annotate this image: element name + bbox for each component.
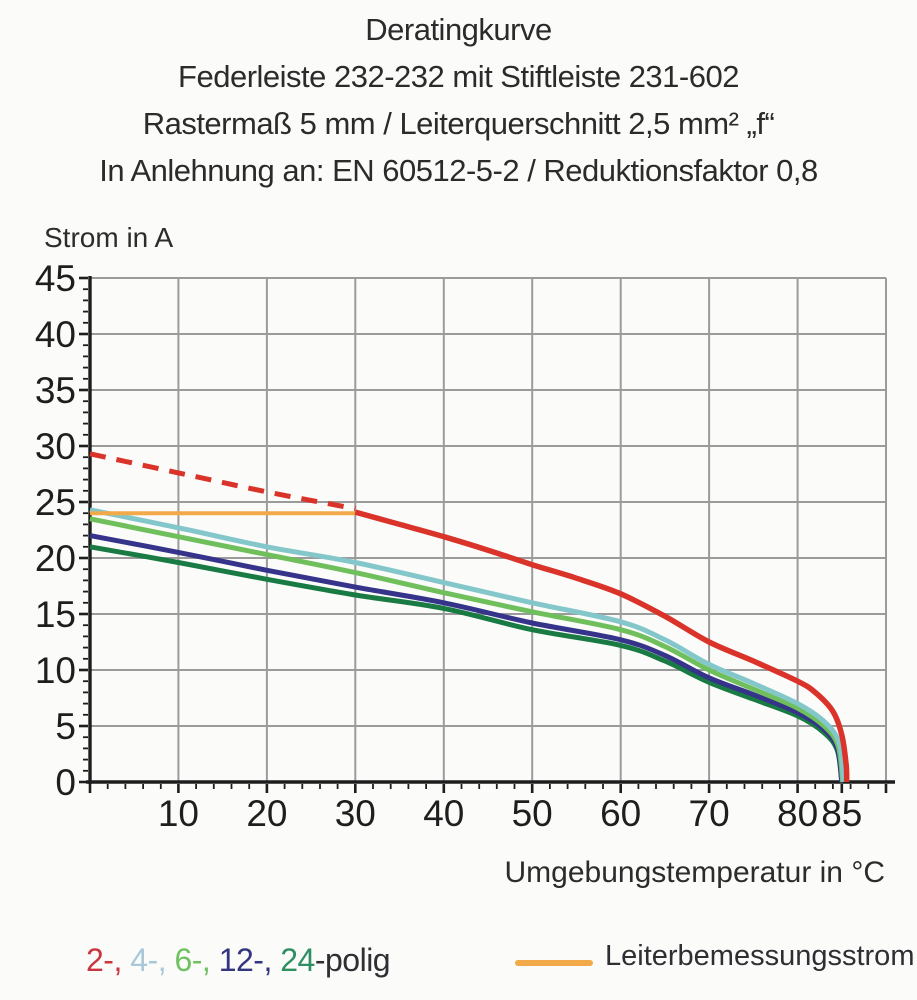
chart-title-block: Deratingkurve Federleiste 232-232 mit St…: [0, 6, 917, 194]
curve-6-polig: [89, 516, 846, 783]
curve-2-polig: [354, 509, 850, 783]
x-tick-label: 20: [246, 793, 287, 834]
y-tick-label: 5: [55, 706, 76, 747]
chart-subtitle-norm: In Anlehnung an: EN 60512-5-2 / Reduktio…: [99, 153, 818, 188]
curve-4-polig: [89, 507, 846, 783]
y-tick-label: 45: [35, 258, 76, 299]
chart-title: Deratingkurve: [365, 12, 552, 47]
curve-12-polig: [89, 533, 845, 783]
curve-2-polig-oberhalb-leiterbemessungsstrom-: [89, 451, 356, 512]
chart-subtitle-products: Federleiste 232-232 mit Stiftleiste 231-…: [178, 59, 739, 94]
y-axis-title: Strom in A: [44, 222, 174, 253]
poles-legend-item: 2-,: [86, 942, 131, 978]
x-tick-label: 50: [512, 793, 553, 834]
x-tick-label: 10: [158, 793, 199, 834]
rating-line-swatch: [515, 960, 593, 966]
poles-legend: 2-, 4-, 6-, 12-, 24-polig: [86, 942, 391, 979]
rating-legend-label: Leiterbemessungsstrom: [605, 940, 915, 972]
y-tick-label: 35: [35, 370, 76, 411]
y-tick-label: 15: [35, 594, 76, 635]
poles-legend-item: 12-,: [218, 942, 281, 978]
y-tick-label: 10: [35, 650, 76, 691]
y-tick-label: 0: [55, 762, 76, 803]
x-tick-label: 85: [821, 793, 862, 834]
y-tick-label: 30: [35, 426, 76, 467]
chart-subtitle-spec: Rastermaß 5 mm / Leiterquerschnitt 2,5 m…: [142, 106, 775, 141]
y-tick-label: 40: [35, 314, 76, 355]
x-tick-label: 30: [335, 793, 376, 834]
poles-legend-item: 4-,: [130, 942, 175, 978]
y-tick-label: 25: [35, 482, 76, 523]
x-tick-label: 80: [777, 793, 818, 834]
poles-legend-item: -polig: [314, 942, 391, 978]
x-tick-label: 60: [600, 793, 641, 834]
x-tick-label: 40: [423, 793, 464, 834]
y-tick-label: 20: [35, 538, 76, 579]
x-tick-label: 70: [689, 793, 730, 834]
poles-legend-item: 24: [280, 942, 315, 978]
x-axis-title: Umgebungstemperatur in °C: [504, 856, 885, 889]
curve-24-polig: [89, 544, 845, 783]
poles-legend-item: 6-,: [174, 942, 219, 978]
